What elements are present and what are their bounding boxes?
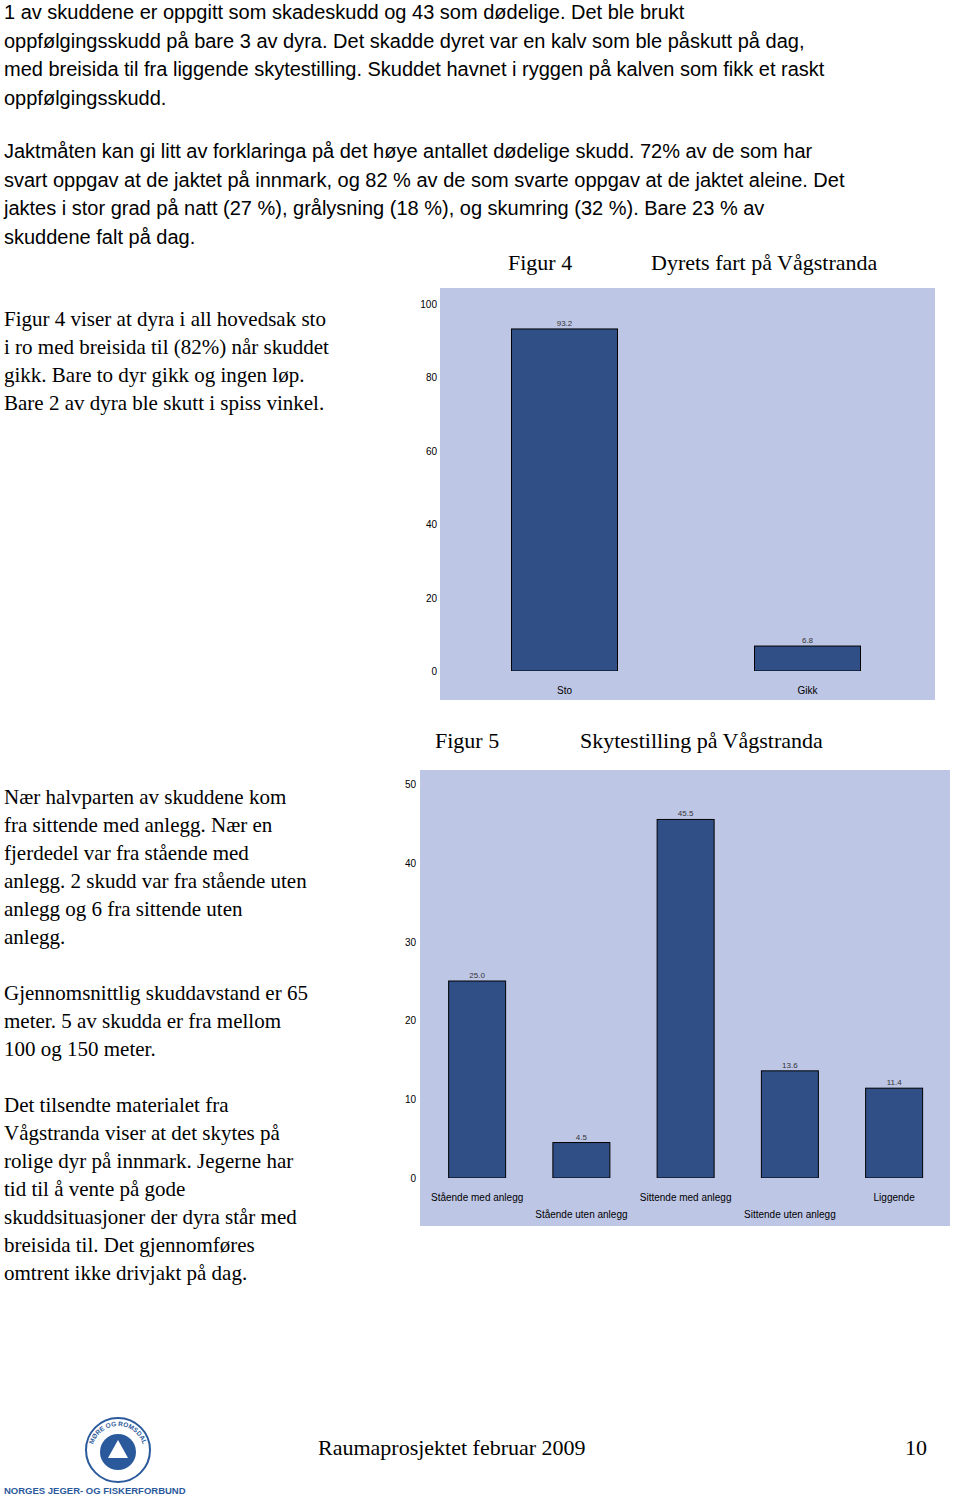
data-label: 93.2 (557, 319, 573, 328)
paragraph-line: svart oppgav at de jaktet på innmark, og… (4, 169, 845, 191)
y-tick-label: 20 (405, 1015, 417, 1026)
data-label: 4.5 (576, 1133, 588, 1142)
side-text-line: omtrent ikke drivjakt på dag. (4, 1261, 247, 1285)
paragraph-line: Jaktmåten kan gi litt av forklaringa på … (4, 140, 813, 162)
y-tick (420, 784, 421, 785)
y-tick-label: 50 (405, 779, 417, 790)
side-text-line: anlegg. (4, 925, 65, 949)
figure-number: Figur 5 (435, 728, 499, 753)
paragraph-line: oppfølgingsskudd på bare 3 av dyra. Det … (4, 30, 804, 52)
side-text-line: Figur 4 viser at dyra i all hovedsak sto (4, 307, 326, 331)
data-label: 11.4 (887, 1078, 903, 1087)
y-tick (420, 941, 421, 942)
y-tick (440, 377, 441, 378)
logo-top-path: MØRE OG ROMSDAL (87, 1420, 148, 1445)
data-label: 45.5 (678, 809, 694, 818)
side-text-line: Gjennomsnittlig skuddavstand er 65 (4, 981, 308, 1005)
side-text-line: gikk. Bare to dyr gikk og ingen løp. (4, 363, 304, 387)
y-tick-label: 0 (431, 666, 437, 677)
side-text-line: Det tilsendte materialet fra (4, 1093, 229, 1117)
logo-bottom-text: NORGES JEGER- OG FISKERFORBUND (4, 1485, 186, 1496)
y-tick (420, 1020, 421, 1021)
bar (755, 646, 861, 671)
logo-top-text: MØRE OG ROMSDAL (87, 1420, 148, 1445)
category-label: Sittende med anlegg (640, 1192, 732, 1203)
side-text-line: anlegg. 2 skudd var fra stående uten (4, 869, 307, 893)
page-number: 10 (905, 1435, 927, 1460)
y-tick-label: 30 (405, 937, 417, 948)
data-label: 25.0 (469, 971, 485, 980)
plot-background (420, 770, 950, 1226)
category-label: Gikk (798, 685, 819, 696)
y-tick (440, 671, 441, 672)
y-tick-label: 40 (405, 858, 417, 869)
paragraph-line: skuddene falt på dag. (4, 226, 195, 248)
category-label: Stående med anlegg (431, 1192, 523, 1203)
side-text-line: Nær halvparten av skuddene kom (4, 785, 286, 809)
y-tick (440, 524, 441, 525)
chart: Figur 5 Skytestilling på Vågstranda 0 10 20 3… (405, 728, 950, 1226)
y-tick-label: 40 (426, 519, 438, 530)
side-text-line: Vågstranda viser at det skytes på (4, 1121, 281, 1145)
bars (512, 329, 861, 671)
y-tick-label: 60 (426, 446, 438, 457)
chart-title: Dyrets fart på Vågstranda (651, 250, 877, 275)
paragraph-line: med breisida til fra liggende skytestill… (4, 58, 825, 80)
y-tick (440, 597, 441, 598)
y-tick-label: 0 (410, 1173, 416, 1184)
bar (512, 329, 618, 671)
side-text-line: 100 og 150 meter. (4, 1037, 156, 1061)
logo: MØRE OG ROMSDAL NORGES JEGER- OG FISKERFO… (4, 1418, 186, 1496)
y-tick (440, 304, 441, 305)
y-tick-label: 10 (405, 1094, 417, 1105)
data-label: 6.8 (802, 636, 814, 645)
y-tick (440, 450, 441, 451)
chart-title: Skytestilling på Vågstranda (580, 728, 823, 753)
y-tick-label: 20 (426, 593, 438, 604)
bar (866, 1088, 923, 1178)
y-tick (420, 862, 421, 863)
figure-number: Figur 4 (508, 250, 572, 275)
paragraph-line: oppfølgingsskudd. (4, 87, 166, 109)
data-label: 13.6 (782, 1061, 798, 1070)
bar (449, 981, 506, 1178)
plot-background (440, 288, 935, 700)
side-text-line: breisida til. Det gjennomføres (4, 1233, 255, 1257)
side-text-line: fjerdedel var fra stående med (4, 841, 249, 865)
logo-center (100, 1434, 136, 1470)
logo-ring (86, 1418, 150, 1482)
category-label: Sittende uten anlegg (744, 1209, 836, 1220)
side-text-line: Bare 2 av dyra ble skutt i spiss vinkel. (4, 391, 324, 415)
bar (657, 819, 714, 1178)
paragraph-line: 1 av skuddene er oppgitt som skadeskudd … (4, 1, 685, 23)
category-label: Stående uten anlegg (535, 1209, 627, 1220)
side-text-line: anlegg og 6 fra sittende uten (4, 897, 243, 921)
category-label: Sto (557, 685, 572, 696)
logo-emblem (108, 1440, 128, 1458)
paragraph-line: jaktes i stor grad på natt (27 %), gråly… (3, 197, 764, 219)
chart: Figur 4 Dyrets fart på Vågstranda 0 20 40 60 8… (420, 250, 935, 700)
side-text-line: tid til å vente på gode (4, 1177, 185, 1201)
page: 1 av skuddene er oppgitt som skadeskudd … (0, 0, 960, 1499)
bar (553, 1143, 610, 1178)
side-text-line: fra sittende med anlegg. Nær en (4, 813, 273, 837)
footer-title: Raumaprosjektet februar 2009 (318, 1435, 586, 1460)
bars (449, 819, 923, 1178)
side-text-line: meter. 5 av skudda er fra mellom (4, 1009, 281, 1033)
y-tick (420, 1099, 421, 1100)
side-text-line: i ro med breisida til (82%) når skuddet (4, 335, 329, 359)
side-text-line: rolige dyr på innmark. Jegerne har (4, 1149, 293, 1173)
side-text-line: skuddsituasjoner der dyra står med (4, 1205, 297, 1229)
category-label: Liggende (874, 1192, 916, 1203)
bar (761, 1071, 818, 1178)
y-tick-label: 80 (426, 372, 438, 383)
y-tick (420, 1178, 421, 1179)
y-tick-label: 100 (420, 299, 437, 310)
